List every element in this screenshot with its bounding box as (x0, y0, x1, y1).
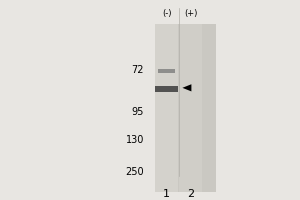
Polygon shape (182, 84, 191, 91)
Text: (+): (+) (184, 9, 197, 18)
Text: 1: 1 (163, 189, 170, 199)
Text: 250: 250 (125, 167, 144, 177)
Text: 2: 2 (187, 189, 194, 199)
Bar (179, 24, 202, 192)
Text: (-): (-) (162, 9, 171, 18)
Text: 130: 130 (126, 135, 144, 145)
Bar (156, 24, 216, 192)
Text: 72: 72 (131, 65, 144, 75)
Text: 95: 95 (132, 107, 144, 117)
Bar (155, 24, 178, 192)
Bar (155, 86, 178, 92)
Bar (158, 69, 175, 73)
